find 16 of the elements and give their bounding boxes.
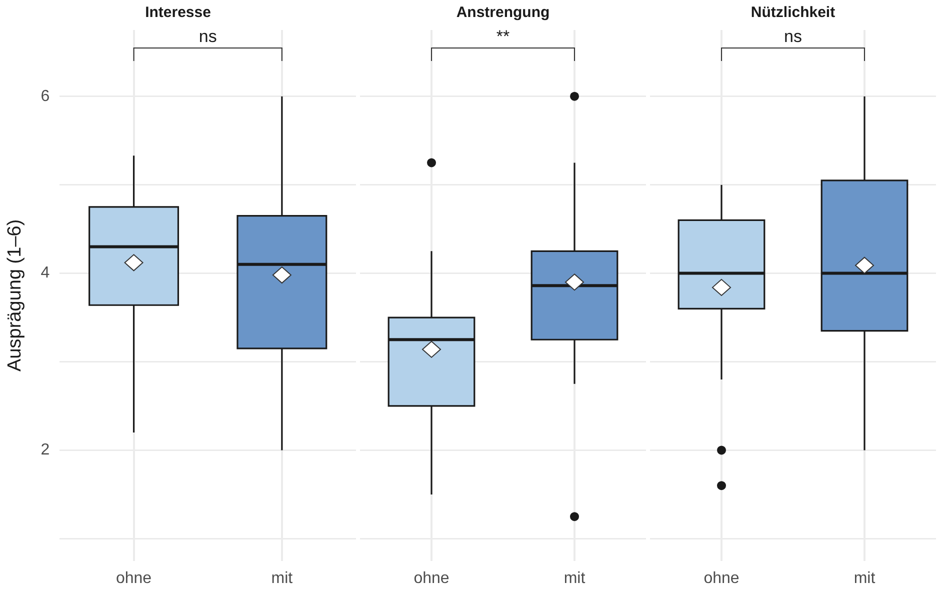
x-tick-label: mit: [271, 570, 294, 587]
annotation: **: [496, 27, 510, 46]
x-tick-label: mit: [564, 570, 586, 587]
x-tick-label: ohne: [414, 570, 450, 587]
chart-title: Anstrengung: [456, 4, 550, 22]
y-tick-label: 6: [40, 88, 50, 105]
chart-title: Interesse: [145, 4, 211, 22]
y-axis-title: Ausprägung (1–6): [4, 219, 26, 372]
annotation: ns: [784, 27, 802, 46]
x-tick-label: mit: [854, 570, 876, 587]
y-tick-label: 2: [40, 442, 50, 459]
x-tick-label: ohne: [116, 570, 152, 587]
chart-title: Nützlichkeit: [750, 4, 836, 22]
y-tick-label: 4: [40, 264, 50, 282]
x-tick-label: ohne: [704, 570, 740, 587]
annotation: ns: [198, 27, 217, 46]
